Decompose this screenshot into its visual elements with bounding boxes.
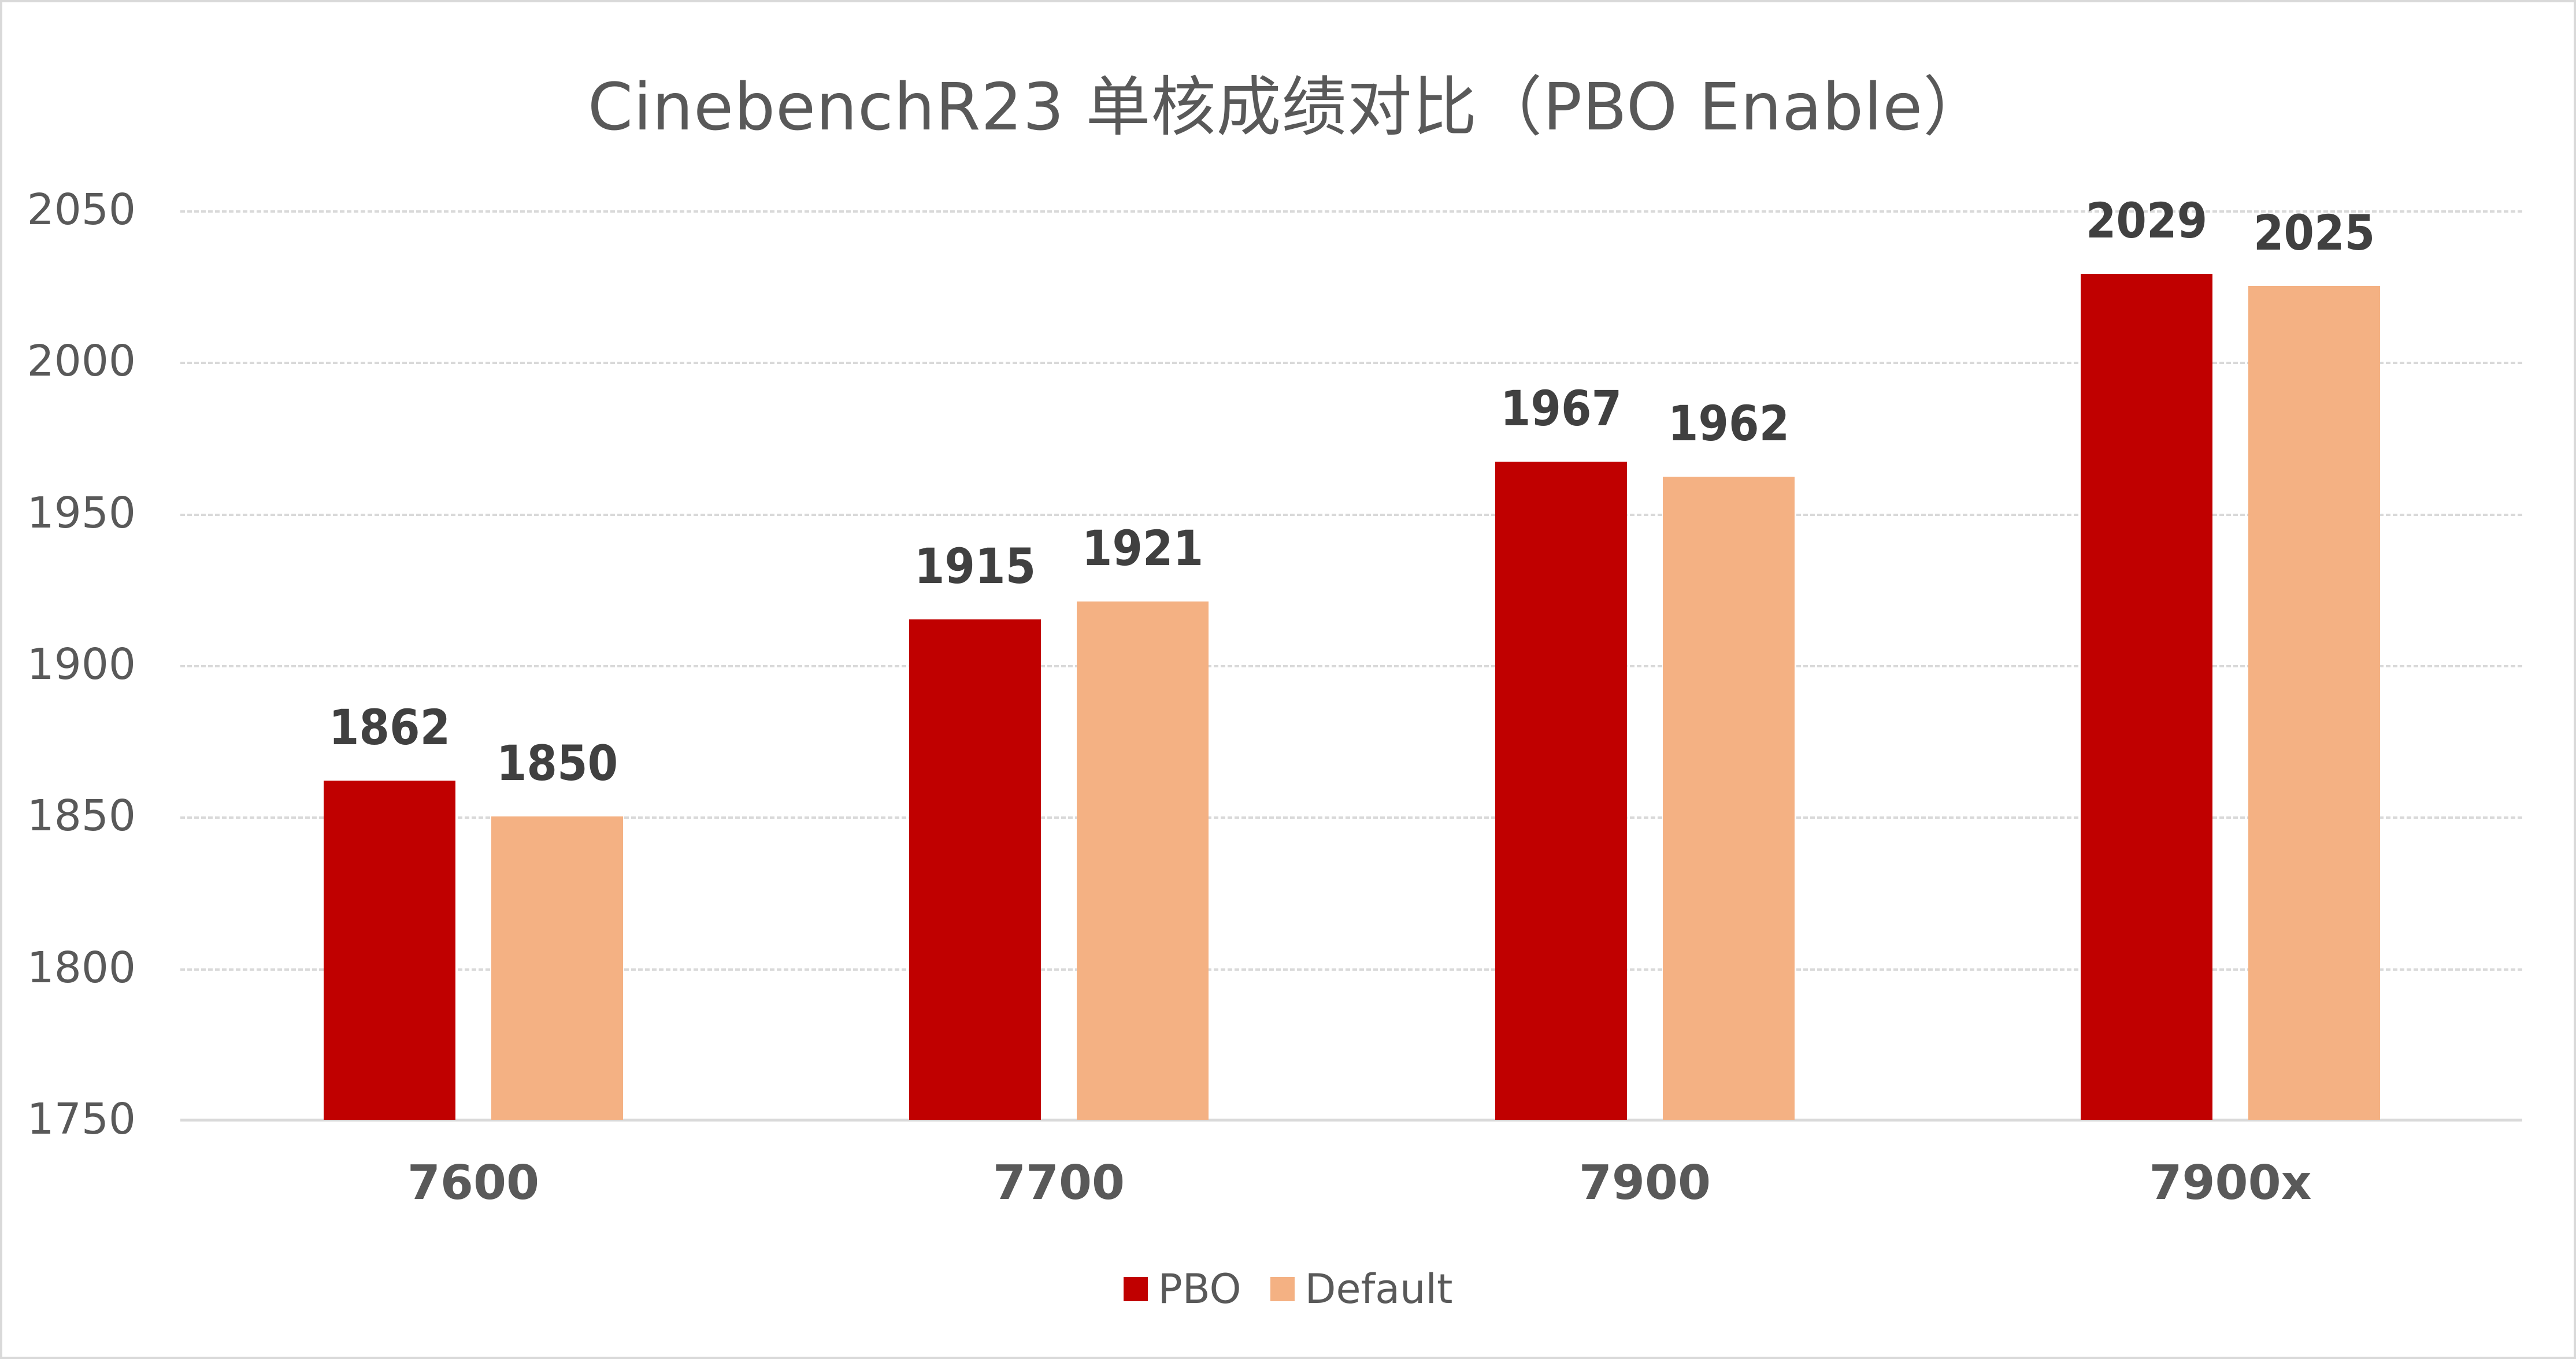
gridline-1850 [180, 816, 2522, 819]
y-tick-1950: 1950 [27, 488, 136, 538]
gridline-1900 [180, 665, 2522, 667]
value-label-pbo-7700: 1915 [914, 538, 1036, 595]
gridline-1800 [180, 968, 2522, 971]
bar-pbo-7900 [1495, 462, 1627, 1120]
gridline-2000 [180, 362, 2522, 364]
value-label-default-7700: 1921 [1081, 520, 1204, 577]
bar-pbo-7600 [324, 781, 455, 1120]
legend-item-pbo[interactable]: PBO [1123, 1265, 1241, 1313]
value-label-pbo-7900: 1967 [1500, 380, 1622, 437]
chart-title: CinebenchR23 单核成绩对比（PBO Enable） [587, 70, 1989, 145]
y-tick-2050: 2050 [27, 185, 136, 235]
bar-default-7600 [491, 816, 623, 1120]
value-label-default-7600: 1850 [496, 735, 618, 792]
value-label-default-7900x: 2025 [2253, 205, 2375, 261]
y-tick-1800: 1800 [27, 943, 136, 993]
x-label-7900: 7900 [1578, 1156, 1711, 1211]
bar-default-7900x [2248, 286, 2380, 1120]
x-label-7900x: 7900x [2149, 1156, 2312, 1211]
value-label-pbo-7900x: 2029 [2085, 192, 2208, 249]
gridline-2050 [180, 210, 2522, 213]
legend-swatch-pbo-icon [1123, 1277, 1148, 1301]
chart-legend: PBO Default [0, 1265, 2576, 1313]
x-label-7700: 7700 [992, 1156, 1125, 1211]
value-label-default-7900: 1962 [1667, 395, 1790, 452]
y-tick-1750: 1750 [27, 1094, 136, 1144]
bar-pbo-7700 [909, 619, 1041, 1120]
legend-item-default[interactable]: Default [1270, 1265, 1453, 1313]
legend-label-default: Default [1304, 1265, 1453, 1313]
legend-swatch-default-icon [1270, 1277, 1295, 1301]
legend-label-pbo: PBO [1158, 1265, 1241, 1313]
bar-default-7700 [1077, 601, 1209, 1120]
value-label-pbo-7600: 1862 [328, 699, 451, 756]
y-tick-1900: 1900 [27, 640, 136, 689]
gridline-1950 [180, 514, 2522, 516]
y-tick-2000: 2000 [27, 336, 136, 386]
y-tick-1850: 1850 [27, 791, 136, 841]
x-axis-line [180, 1119, 2522, 1122]
x-label-7600: 7600 [407, 1156, 540, 1211]
bar-default-7900 [1663, 477, 1795, 1120]
bar-pbo-7900x [2081, 274, 2212, 1120]
